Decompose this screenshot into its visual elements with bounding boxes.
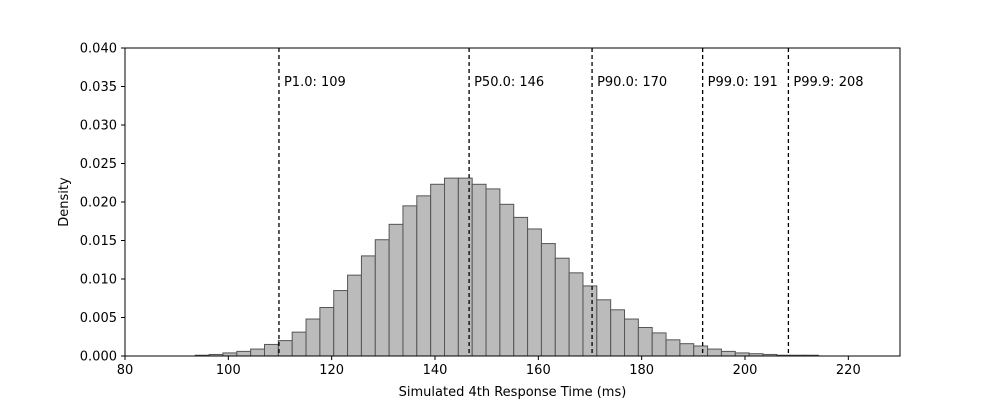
x-tick-label: 200 bbox=[733, 363, 758, 378]
histogram-bar bbox=[236, 350, 252, 357]
histogram-bar bbox=[319, 306, 335, 357]
histogram-bar bbox=[402, 205, 418, 357]
histogram-bar bbox=[347, 274, 362, 357]
percentile-label: P99.9: 208 bbox=[793, 75, 863, 90]
histogram-bar bbox=[554, 257, 570, 357]
x-tick-label: 180 bbox=[629, 363, 654, 378]
x-tick-label: 140 bbox=[423, 363, 448, 378]
y-tick-label: 0.000 bbox=[80, 350, 117, 365]
x-tick-label: 160 bbox=[526, 363, 551, 378]
histogram-bar bbox=[540, 243, 556, 357]
histogram-bar bbox=[277, 340, 293, 357]
histogram-bar bbox=[679, 343, 695, 357]
percentile-label: P50.0: 146 bbox=[474, 75, 544, 90]
histogram-bar bbox=[430, 183, 446, 357]
y-axis: 0.000 0.005 0.010 0.015 0.020 0.025 0.030 0.035… bbox=[80, 42, 125, 365]
histogram-bar bbox=[388, 223, 404, 357]
y-tick-label: 0.010 bbox=[80, 273, 117, 288]
y-tick-label: 0.040 bbox=[80, 42, 117, 57]
percentile-label: P99.0: 191 bbox=[708, 75, 778, 90]
y-axis-label: Density bbox=[57, 177, 72, 227]
histogram-bar bbox=[624, 318, 639, 357]
y-tick-label: 0.035 bbox=[80, 80, 117, 95]
histogram-bar bbox=[250, 348, 266, 357]
histogram-bar bbox=[374, 239, 390, 357]
histogram-bar bbox=[305, 318, 321, 357]
x-tick-label: 100 bbox=[216, 363, 241, 378]
histogram-bar bbox=[471, 183, 487, 357]
x-tick-label: 80 bbox=[117, 363, 134, 378]
histogram-bar bbox=[610, 309, 626, 357]
x-axis-label: Simulated 4th Response Time (ms) bbox=[399, 385, 627, 400]
histogram-bar bbox=[707, 348, 722, 357]
histogram-bar bbox=[291, 331, 307, 357]
histogram-bar bbox=[360, 255, 376, 357]
y-tick-label: 0.025 bbox=[80, 157, 117, 172]
histogram-bar bbox=[513, 216, 529, 357]
histogram-bars bbox=[194, 177, 819, 357]
percentile-label: P1.0: 109 bbox=[284, 75, 346, 90]
percentile-label: P90.0: 170 bbox=[597, 75, 667, 90]
histogram-bar bbox=[499, 203, 515, 357]
histogram-bar bbox=[720, 350, 736, 357]
histogram-bar bbox=[485, 188, 501, 357]
histogram-bar bbox=[457, 177, 473, 357]
histogram-bar bbox=[333, 290, 349, 357]
percentile-lines: P1.0: 109 P50.0: 146 P90.0: 170 P99.0: 191 P… bbox=[278, 48, 864, 356]
histogram-bar bbox=[264, 343, 279, 357]
histogram-bar bbox=[651, 332, 667, 357]
histogram-bar bbox=[444, 177, 459, 357]
x-axis: 80 100 120 140 160 180 200 220 bbox=[117, 356, 861, 378]
y-tick-label: 0.005 bbox=[80, 311, 117, 326]
histogram-bar bbox=[693, 345, 709, 357]
x-tick-label: 120 bbox=[319, 363, 344, 378]
x-tick-label: 220 bbox=[836, 363, 861, 378]
histogram-bar bbox=[527, 228, 542, 357]
histogram-bar bbox=[568, 272, 584, 357]
histogram-bar bbox=[665, 339, 681, 357]
histogram-bar bbox=[596, 299, 612, 357]
y-tick-label: 0.030 bbox=[80, 119, 117, 134]
y-tick-label: 0.020 bbox=[80, 196, 117, 211]
y-tick-label: 0.015 bbox=[80, 234, 117, 249]
histogram-bar bbox=[416, 195, 432, 357]
histogram-bar bbox=[637, 327, 653, 357]
histogram-bar bbox=[582, 285, 598, 357]
